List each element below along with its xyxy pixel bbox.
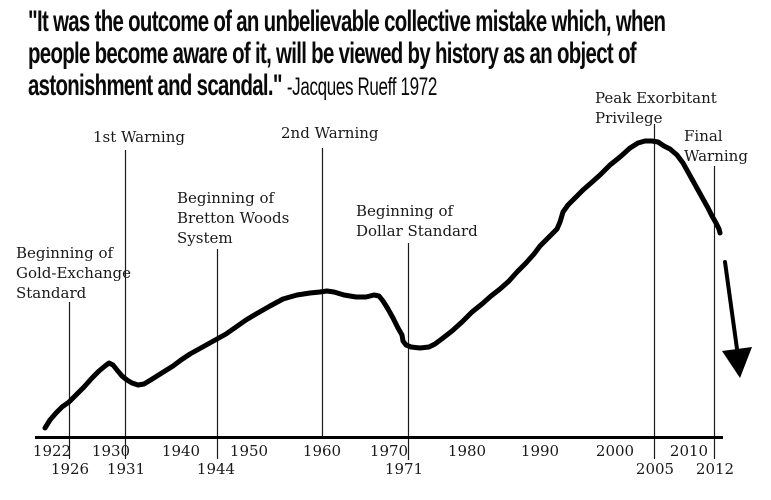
x-tick-2012: 2012 [695,460,735,478]
quote-attribution: -Jacques Rueff 1972 [286,73,437,101]
x-tick-1931: 1931 [106,460,146,478]
x-tick-1930: 1930 [91,442,131,460]
trend-curve [42,138,723,431]
x-tick-2010: 2010 [669,442,709,460]
x-tick-2005: 2005 [635,460,675,478]
x-tick-1940: 1940 [161,442,201,460]
x-tick-1970: 1970 [369,442,409,460]
annotation-final-warning: Final Warning [684,127,748,165]
x-tick-1960: 1960 [302,442,342,460]
x-tick-1971: 1971 [384,460,424,478]
x-tick-1980: 1980 [447,442,487,460]
annotation-peak-exorbitant: Peak Exorbitant Privilege [595,89,717,127]
annotation-dollar-standard: Beginning of Dollar Standard [356,202,478,240]
annotation-bretton-woods: Beginning of Bretton Woods System [177,189,290,247]
collapse-arrow-head [722,347,752,378]
collapse-arrow [722,260,752,378]
x-tick-1922: 1922 [32,442,72,460]
quote-block: "It was the outcome of an unbelievable c… [28,6,762,103]
quote-text: "It was the outcome of an unbelievable c… [28,5,666,102]
annotation-gold-exchange-standard: Beginning of Gold-Exchange Standard [16,244,132,302]
x-tick-1950: 1950 [229,442,269,460]
annotation-second-warning: 2nd Warning [281,124,379,142]
x-tick-2000: 2000 [595,442,635,460]
x-tick-1990: 1990 [520,442,560,460]
annotation-first-warning: 1st Warning [93,128,185,146]
collapse-arrow-shaft [723,260,739,351]
x-tick-1944: 1944 [196,460,236,478]
x-tick-1926: 1926 [50,460,90,478]
